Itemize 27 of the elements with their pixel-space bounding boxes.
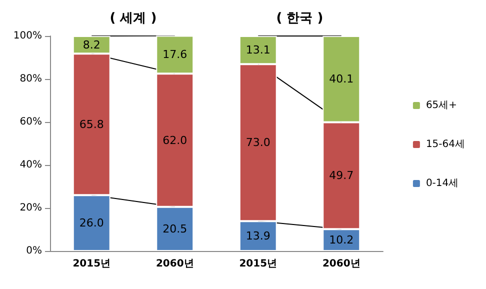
data-label: 20.5 bbox=[162, 222, 188, 236]
data-label: 73.0 bbox=[246, 136, 270, 150]
text: ( 한국 ) bbox=[276, 11, 324, 26]
y-tick-label: 60% bbox=[20, 116, 42, 128]
x-tick-label: 2015년 bbox=[72, 258, 111, 270]
legend-label: 65세+ bbox=[426, 100, 458, 111]
x-tick-label: 2060년 bbox=[156, 258, 194, 270]
data-label: 10.2 bbox=[329, 234, 354, 247]
data-label: 17.6 bbox=[162, 48, 188, 62]
data-label: 13.1 bbox=[246, 44, 270, 57]
legend-label: 0-14세 bbox=[426, 178, 459, 189]
y-tick-label: 0% bbox=[26, 246, 42, 256]
x-tick-label: 2060년 bbox=[322, 258, 360, 270]
data-label: 65.8 bbox=[79, 118, 104, 131]
data-label: 13.9 bbox=[246, 230, 270, 243]
text: ( 세계 ) bbox=[110, 11, 157, 26]
legend-label: 15-64세 bbox=[426, 139, 466, 150]
x-tick-label: 2015년 bbox=[239, 258, 278, 270]
y-tick-label: 40% bbox=[20, 160, 42, 170]
data-label: 40.1 bbox=[329, 72, 354, 86]
y-tick-label: 80% bbox=[20, 74, 42, 84]
data-label: 49.7 bbox=[329, 169, 354, 182]
data-label: 8.2 bbox=[82, 38, 100, 52]
y-tick-label: 20% bbox=[20, 202, 42, 214]
data-label: 26.0 bbox=[79, 216, 104, 230]
y-tick-label: 100% bbox=[13, 30, 42, 42]
data-label: 62.0 bbox=[162, 134, 188, 147]
